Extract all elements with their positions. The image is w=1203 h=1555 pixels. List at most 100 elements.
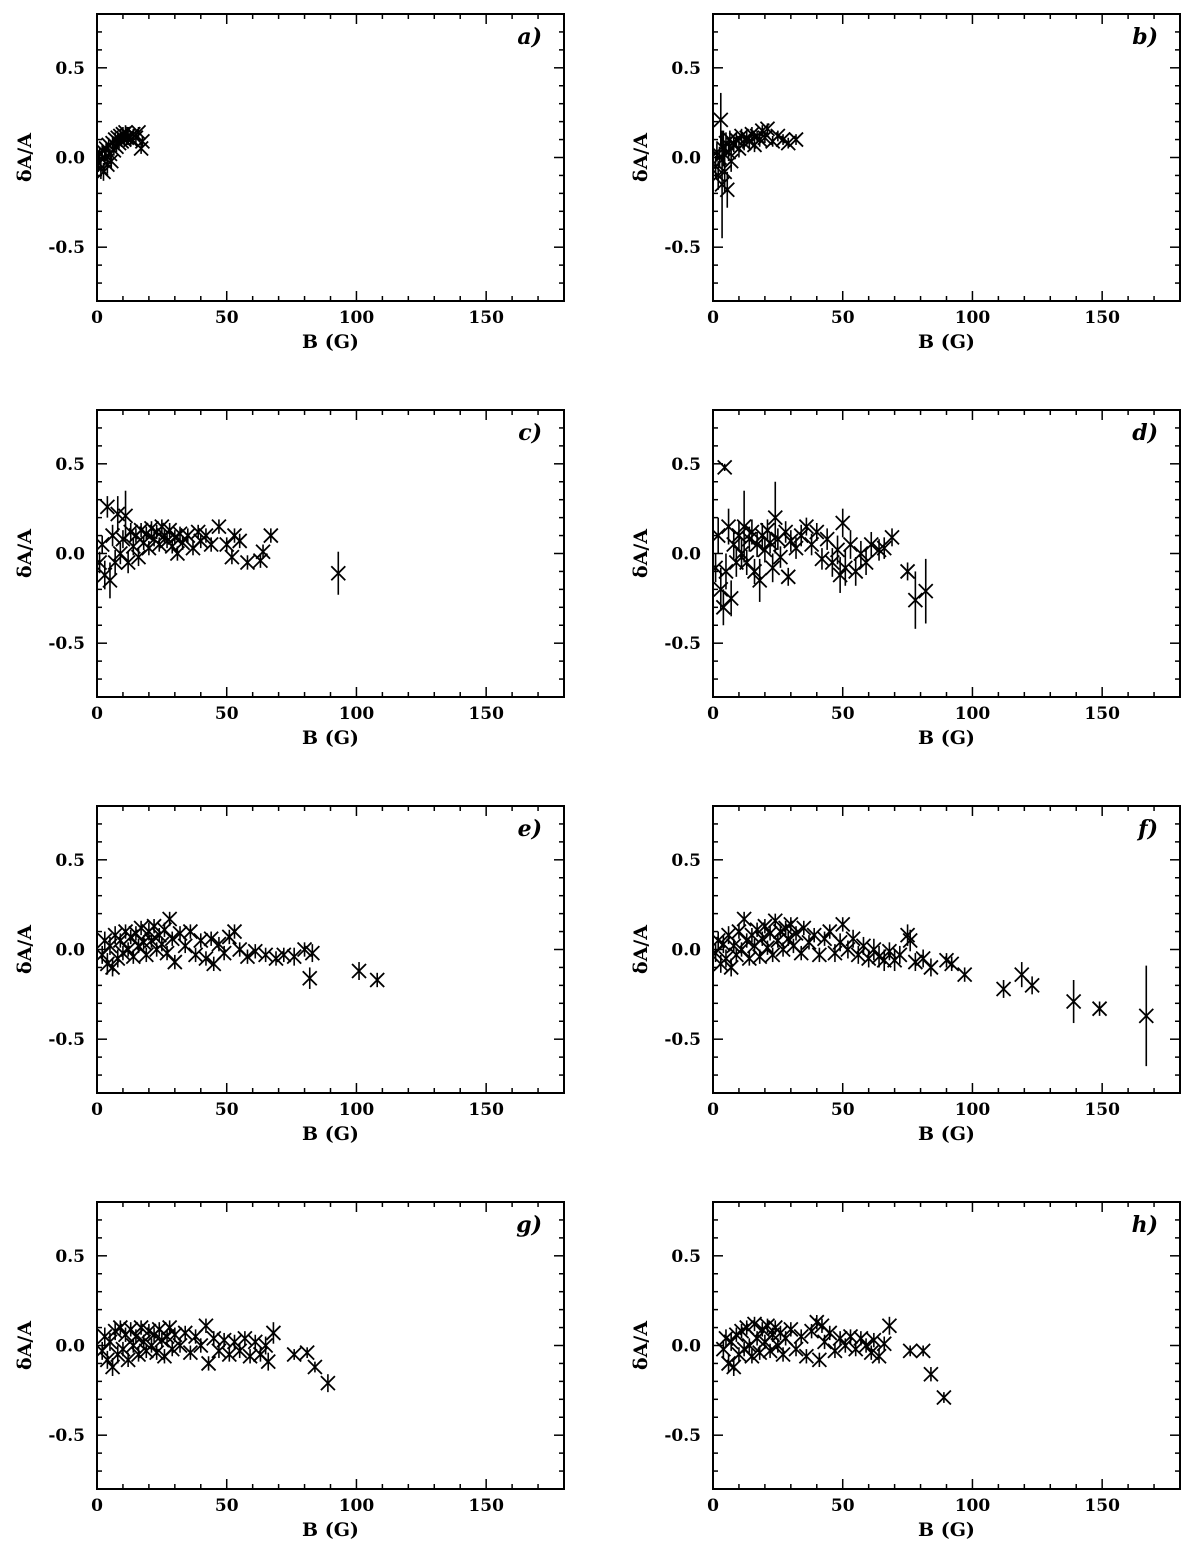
data-point [232,1343,248,1359]
y-tick-label: 0.0 [671,149,701,169]
data-point [713,112,729,128]
data-point [767,509,783,526]
y-tick-label: 0.0 [671,941,701,961]
data-point [759,121,776,137]
data-marks [713,911,1154,1067]
y-tick-label: -0.5 [48,1030,85,1050]
data-point [717,164,733,180]
x-tick-label: 100 [955,704,991,724]
data-point [263,527,279,544]
data-point [788,925,804,941]
x-tick-label: 50 [215,704,239,724]
data-point [713,527,726,544]
data-point [798,518,815,535]
panel-label: g) [516,1212,542,1238]
data-point [811,947,828,963]
y-tick-label: 0.0 [671,545,701,565]
x-tick-label: 50 [831,704,855,724]
data-point [995,981,1012,997]
data-point [788,1341,804,1357]
y-tick-label: 0.5 [671,59,701,79]
data-point [247,943,263,959]
data-point [177,1325,193,1341]
data-point [811,1352,828,1368]
x-axis-title: B (G) [302,331,359,353]
data-marks [713,92,804,239]
data-point [899,927,916,943]
data-point [167,954,183,970]
data-point [203,536,219,553]
data-point [369,972,385,988]
x-tick-label: 100 [339,308,375,328]
y-tick-label: 0.5 [55,59,85,79]
data-point [923,1366,939,1382]
data-point [759,522,776,538]
x-axis-title: B (G) [302,1519,359,1541]
x-tick-label: 0 [707,1100,719,1120]
data-point [177,938,193,954]
panel-f: 0 50 100 150 -0.5 0.0 0.5 B (G) δA/A f) [630,805,1181,1145]
data-point [746,1316,763,1332]
data-point [871,1348,887,1364]
data-point [102,572,118,589]
data-point [351,963,367,979]
data-point [944,956,960,972]
data-point [258,947,274,963]
data-point [320,1375,336,1391]
y-axis-title: δA/A [14,529,36,578]
data-point [736,911,752,927]
x-tick-label: 50 [831,1100,855,1120]
y-axis-title: δA/A [14,925,36,974]
data-point [863,536,879,553]
y-tick-label: 0.5 [671,851,701,871]
y-tick-label: -0.5 [48,238,85,258]
data-point [796,920,812,936]
x-axis-title: B (G) [918,1123,975,1145]
panel-label: h) [1132,1212,1158,1238]
data-point [788,131,804,148]
data-marks [97,124,151,181]
x-axis-title: B (G) [918,727,975,749]
data-point [130,549,147,565]
x-tick-label: 0 [91,308,103,328]
data-point [258,1337,274,1354]
panel-h: 0 50 100 150 -0.5 0.0 0.5 B (G) δA/A h) [630,1201,1181,1541]
data-point [221,1346,237,1363]
data-point [286,1346,302,1363]
data-marks [97,1318,336,1393]
data-point [130,1346,147,1363]
x-tick-label: 100 [955,1496,991,1516]
data-point [265,1325,282,1341]
data-point [97,536,110,553]
data-point [809,524,825,540]
x-tick-label: 150 [1084,704,1120,724]
y-tick-label: 0.5 [55,851,85,871]
panel-c: 0 50 100 150 -0.5 0.0 0.5 B (G) δA/A c) [14,409,565,749]
y-tick-label: -0.5 [48,1426,85,1446]
plot-frame [712,13,1181,302]
data-point [757,130,773,146]
data-point [117,508,134,524]
data-point [299,1345,315,1361]
data-point [239,949,256,965]
data-point [226,923,243,940]
x-tick-label: 100 [339,1496,375,1516]
y-tick-label: 0.5 [55,1247,85,1267]
x-tick-label: 50 [215,1496,239,1516]
y-tick-label: -0.5 [664,238,701,258]
data-point [149,1345,165,1361]
x-tick-label: 0 [91,1496,103,1516]
data-point [866,1332,882,1348]
data-point [907,954,924,970]
data-point [723,959,739,976]
x-tick-label: 50 [215,1100,239,1120]
data-point [180,527,196,544]
data-point [247,1334,263,1350]
data-point [822,1325,838,1341]
data-point [296,941,313,958]
data-point [182,923,199,940]
panel-label: e) [518,816,542,842]
data-point [723,590,739,606]
data-point [835,515,851,531]
